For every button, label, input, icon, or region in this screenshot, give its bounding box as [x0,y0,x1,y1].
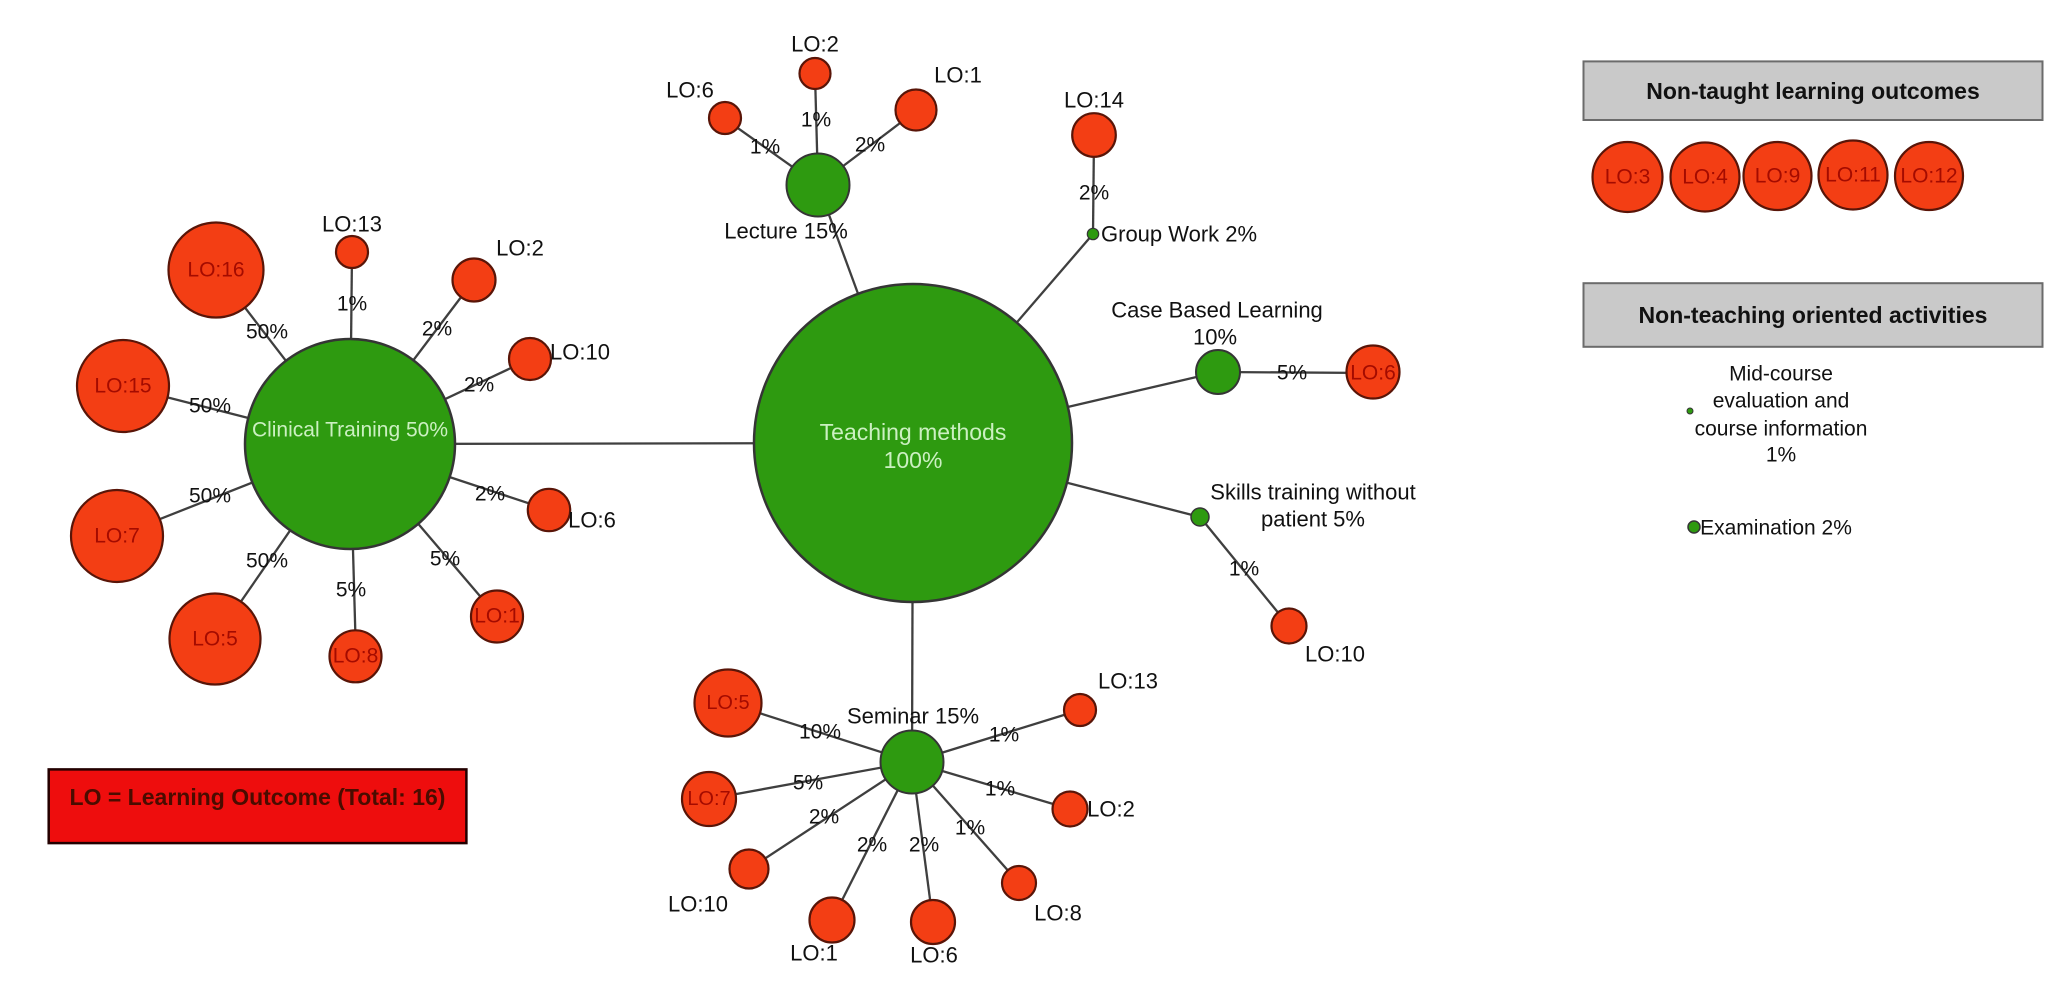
svg-text:LO:1: LO:1 [790,941,838,966]
svg-text:1%: 1% [801,109,831,132]
svg-text:50%: 50% [246,321,288,344]
svg-text:1%: 1% [985,778,1015,801]
svg-text:course information: course information [1695,418,1868,441]
svg-text:2%: 2% [1079,182,1109,205]
svg-text:LO:11: LO:11 [1825,164,1881,187]
svg-text:LO:8: LO:8 [333,645,379,668]
svg-text:LO:4: LO:4 [1682,166,1728,189]
svg-text:10%: 10% [799,721,841,744]
svg-text:1%: 1% [989,724,1019,747]
svg-text:LO:10: LO:10 [550,340,610,365]
svg-text:Group Work 2%: Group Work 2% [1101,222,1257,247]
svg-text:Skills training without: Skills training without [1210,480,1415,505]
svg-text:LO:14: LO:14 [1064,88,1124,113]
svg-text:5%: 5% [430,548,460,571]
svg-text:LO:5: LO:5 [706,692,749,714]
svg-text:LO:16: LO:16 [187,259,244,282]
svg-text:100%: 100% [884,447,943,473]
svg-text:50%: 50% [189,485,231,508]
svg-text:1%: 1% [337,293,367,316]
svg-text:patient 5%: patient 5% [1261,507,1365,532]
svg-text:Clinical Training 50%: Clinical Training 50% [252,419,448,442]
svg-text:LO:9: LO:9 [1755,165,1801,188]
svg-text:LO:1: LO:1 [474,605,520,628]
svg-text:Non-teaching oriented activiti: Non-teaching oriented activities [1639,302,1988,328]
svg-text:LO:12: LO:12 [1900,165,1957,188]
svg-text:Case Based Learning: Case Based Learning [1111,298,1323,323]
svg-text:Teaching methods: Teaching methods [820,419,1007,445]
svg-text:2%: 2% [464,374,494,397]
svg-text:LO:6: LO:6 [666,78,714,103]
svg-text:LO:8: LO:8 [1034,901,1082,926]
svg-text:LO:2: LO:2 [791,32,839,57]
svg-text:10%: 10% [1193,325,1237,350]
svg-text:LO:2: LO:2 [496,236,544,261]
svg-text:LO:6: LO:6 [568,508,616,533]
svg-text:LO:7: LO:7 [94,525,140,548]
svg-text:LO:2: LO:2 [1087,797,1135,822]
svg-text:LO:7: LO:7 [687,788,730,810]
svg-text:LO:1: LO:1 [934,63,982,88]
svg-text:2%: 2% [855,134,885,157]
svg-text:Examination 2%: Examination 2% [1700,517,1852,540]
svg-text:LO:5: LO:5 [192,628,238,651]
svg-text:1%: 1% [955,817,985,840]
svg-text:LO:15: LO:15 [94,375,151,398]
svg-text:5%: 5% [336,579,366,602]
svg-text:LO:3: LO:3 [1605,166,1651,189]
svg-text:LO:13: LO:13 [322,212,382,237]
svg-text:2%: 2% [422,318,452,341]
svg-text:2%: 2% [475,483,505,506]
svg-text:50%: 50% [246,550,288,573]
svg-text:Lecture 15%: Lecture 15% [724,219,848,244]
svg-text:LO = Learning Outcome (Total:: LO = Learning Outcome (Total: 16) [70,784,446,810]
svg-text:2%: 2% [857,834,887,857]
svg-text:1%: 1% [1229,558,1259,581]
svg-text:LO:10: LO:10 [668,892,728,917]
svg-text:Seminar 15%: Seminar 15% [847,704,979,729]
svg-text:2%: 2% [909,834,939,857]
svg-text:5%: 5% [793,772,823,795]
svg-text:1%: 1% [750,136,780,159]
svg-text:evaluation and: evaluation and [1713,390,1850,413]
svg-text:Mid-course: Mid-course [1729,363,1833,386]
svg-text:2%: 2% [809,806,839,829]
svg-text:1%: 1% [1766,444,1796,467]
svg-text:LO:13: LO:13 [1098,669,1158,694]
svg-text:LO:6: LO:6 [910,943,958,968]
svg-text:LO:6: LO:6 [1350,362,1396,385]
svg-text:Non-taught learning outcomes: Non-taught learning outcomes [1646,78,1980,104]
svg-text:5%: 5% [1277,362,1307,385]
svg-text:LO:10: LO:10 [1305,642,1365,667]
svg-text:50%: 50% [189,395,231,418]
